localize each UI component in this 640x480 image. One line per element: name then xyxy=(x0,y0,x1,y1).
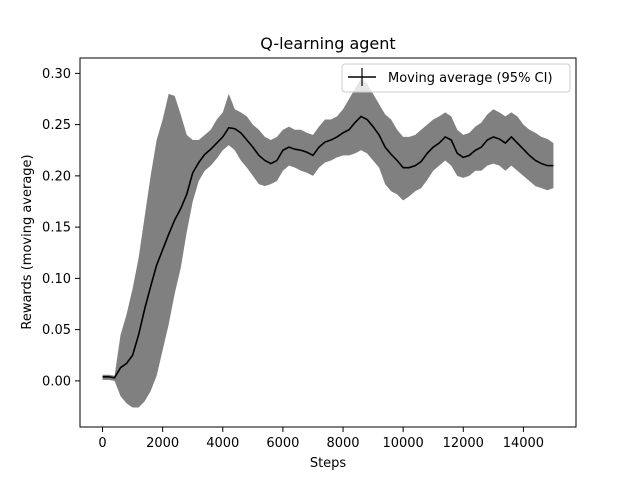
legend-box xyxy=(341,63,571,93)
y-tick-label: 0.25 xyxy=(42,118,71,133)
x-tick-label: 6000 xyxy=(266,436,299,451)
x-tick-label: 12000 xyxy=(443,436,484,451)
x-tick-label: 4000 xyxy=(206,436,239,451)
x-axis-label: Steps xyxy=(310,456,347,471)
y-tick-label: 0.20 xyxy=(42,169,71,184)
x-tick-label: 8000 xyxy=(326,436,359,451)
plot-area xyxy=(102,78,554,408)
y-tick-label: 0.10 xyxy=(42,272,71,287)
y-tick-label: 0.30 xyxy=(42,67,71,82)
chart-title: Q-learning agent xyxy=(260,34,395,53)
y-tick-label: 0.05 xyxy=(42,323,71,338)
x-tick-label: 10000 xyxy=(382,436,423,451)
moving-average-line xyxy=(102,115,554,379)
y-tick-label: 0.15 xyxy=(42,221,71,236)
x-axis: 0 2000 4000 6000 8000 10000 12000 14000 xyxy=(98,427,544,451)
x-tick-label: 2000 xyxy=(146,436,179,451)
axes-frame xyxy=(79,57,577,428)
x-tick-label: 14000 xyxy=(503,436,544,451)
y-axis: 0.00 0.05 0.10 0.15 0.20 0.25 0.30 xyxy=(42,67,80,389)
legend-entry-label: Moving average (95% CI) xyxy=(388,71,553,86)
x-tick-label: 0 xyxy=(98,436,106,451)
y-axis-label: Rewards (moving average) xyxy=(20,154,35,329)
y-tick-label: 0.00 xyxy=(42,374,71,389)
confidence-interval-band xyxy=(102,78,554,408)
legend: Moving average (95% CI) xyxy=(341,63,571,93)
